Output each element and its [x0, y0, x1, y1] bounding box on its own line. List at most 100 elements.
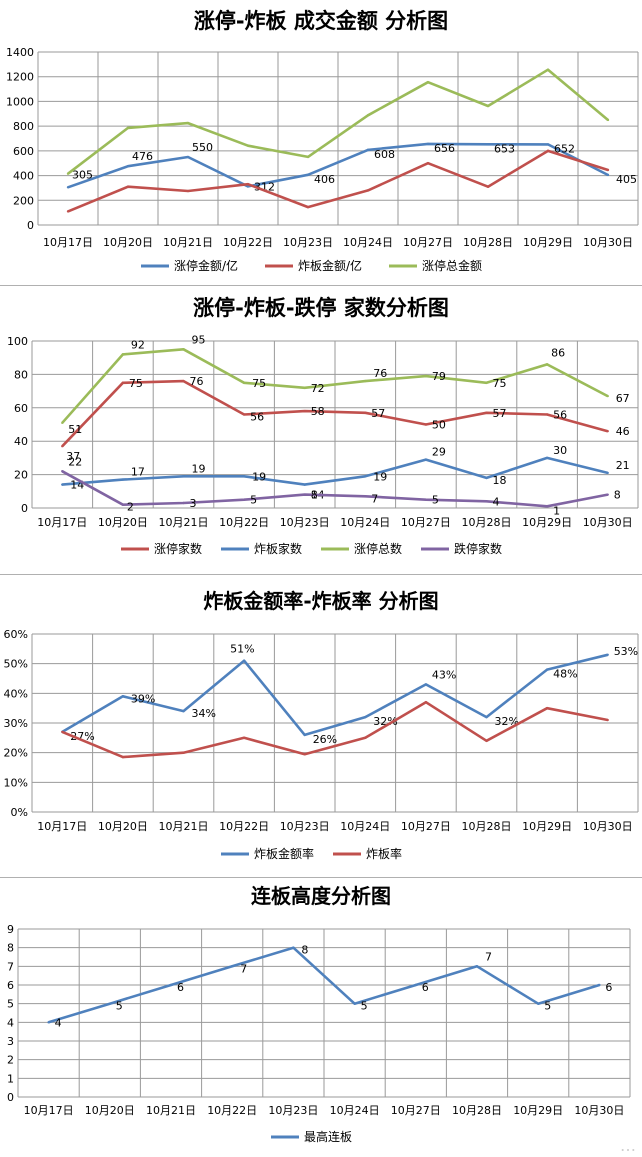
data-label: 19: [252, 470, 266, 483]
x-tick-label: 10月27日: [391, 1104, 441, 1117]
x-tick-label: 10月30日: [583, 820, 633, 833]
data-label: 19: [192, 462, 206, 475]
chart-break-rate: 炸板金额率-炸板率 分析图 0% 10% 20% 30% 40% 50% 60% 10月17日 1…: [4, 589, 639, 861]
x-tick-label: 10月24日: [340, 516, 390, 529]
y-tick-label: 2: [7, 1054, 14, 1067]
x-tick-label: 10月27日: [401, 516, 451, 529]
data-label: 26%: [313, 733, 337, 746]
data-point: [366, 114, 370, 117]
data-point: [424, 374, 428, 378]
data-label: 76: [190, 375, 204, 388]
data-point: [306, 155, 310, 159]
y-tick-label: 20%: [4, 747, 28, 760]
data-label: 7: [240, 962, 247, 975]
data-point: [303, 409, 306, 413]
x-tick-label: 10月21日: [163, 236, 213, 249]
y-tick-label: 20: [14, 469, 28, 482]
x-tick-label: 10月30日: [583, 516, 633, 529]
legend-label: 炸板家数: [254, 541, 302, 556]
y-tick-label: 800: [13, 120, 34, 133]
x-tick-label: 10月17日: [43, 236, 93, 249]
data-point: [292, 946, 295, 949]
data-point: [47, 1021, 50, 1024]
data-point: [303, 733, 306, 737]
data-label: 476: [132, 150, 153, 163]
data-point: [486, 143, 490, 146]
data-label: 5: [361, 1000, 368, 1013]
legend-label: 涨停家数: [154, 541, 202, 556]
data-point: [242, 381, 246, 384]
legend-label: 炸板金额/亿: [298, 258, 362, 273]
data-point: [303, 493, 306, 496]
data-label: 19: [373, 470, 387, 483]
data-point: [546, 143, 550, 146]
data-point: [426, 80, 430, 84]
x-tick-label: 10月23日: [268, 1104, 318, 1117]
x-tick-label: 10月23日: [280, 516, 330, 529]
data-point: [545, 706, 549, 710]
data-point: [182, 751, 185, 754]
x-tick-label: 10月20日: [98, 820, 148, 833]
y-tick-label: 600: [13, 145, 34, 158]
data-label: 43%: [432, 668, 456, 681]
chart-title: 连板高度分析图: [251, 884, 391, 908]
data-point: [606, 173, 610, 177]
x-tick-label: 10月21日: [159, 820, 209, 833]
x-tick-label: 10月17日: [24, 1104, 74, 1117]
y-tick-label: 0: [27, 219, 34, 232]
series-line: [67, 149, 609, 213]
x-tick-label: 10月29日: [523, 236, 573, 249]
data-point: [485, 715, 488, 719]
data-label: 53%: [614, 645, 638, 658]
data-label: 608: [374, 148, 395, 161]
data-point: [485, 500, 488, 503]
data-point: [424, 701, 428, 704]
chart-title: 涨停-炸板-跌停 家数分析图: [193, 296, 449, 320]
data-point: [61, 483, 64, 486]
data-point: [246, 144, 250, 147]
data-label: 76: [373, 367, 387, 380]
data-point: [182, 501, 185, 505]
data-label: 3: [190, 497, 197, 510]
x-tick-label: 10月27日: [401, 820, 451, 833]
data-point: [121, 755, 125, 759]
data-point: [186, 121, 190, 125]
data-point: [182, 475, 185, 478]
data-label: 39%: [131, 692, 155, 705]
y-tick-label: 9: [7, 923, 14, 936]
data-point: [606, 394, 609, 398]
data-point: [303, 483, 306, 486]
data-point: [424, 423, 428, 426]
data-point: [606, 493, 609, 496]
data-point: [61, 421, 64, 425]
data-label: 51%: [230, 643, 254, 656]
data-label: 56: [250, 410, 264, 423]
data-point: [364, 411, 367, 415]
data-label: 75: [252, 377, 266, 390]
data-label: 5: [250, 494, 257, 507]
data-label: 75: [493, 377, 507, 390]
data-label: 32%: [373, 715, 397, 728]
chart-turnover-amount: 涨停-炸板 成交金额 分析图 0 200 400 600 800 1000 1200 1400 1…: [6, 9, 639, 273]
y-tick-label: 50%: [4, 658, 28, 671]
data-point: [186, 155, 190, 159]
data-point: [121, 695, 125, 698]
data-point: [126, 126, 130, 130]
x-tick-label: 10月20日: [85, 1104, 135, 1117]
data-point: [246, 183, 250, 186]
data-point: [364, 379, 367, 383]
series-line: [62, 456, 609, 486]
data-label: 6: [605, 981, 612, 994]
data-label: 652: [554, 142, 575, 155]
panel-divider: [0, 285, 642, 286]
data-point: [108, 1002, 112, 1005]
data-label: 72: [311, 382, 325, 395]
x-tick-label: 10月21日: [159, 516, 209, 529]
data-point: [126, 164, 130, 168]
data-point: [182, 379, 185, 383]
legend-label: 最高连板: [304, 1129, 352, 1144]
data-label: 5: [432, 494, 439, 507]
series-line: [61, 347, 609, 424]
x-tick-label: 10月29日: [513, 1104, 563, 1117]
